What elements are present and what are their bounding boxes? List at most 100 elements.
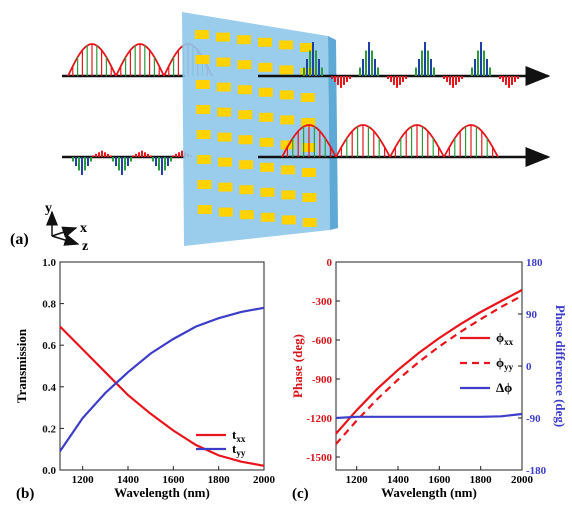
y-tick-label: -600 <box>312 335 333 347</box>
panel-a-schematic: y x z (a) <box>10 12 551 254</box>
nanoblock <box>259 137 274 147</box>
x-ticks: 1200 1400 1600 1800 2000 <box>72 466 276 486</box>
nanoblock <box>197 155 211 164</box>
nanoblock <box>238 135 253 145</box>
nanoblock <box>259 112 274 122</box>
nanoblock <box>238 110 253 120</box>
legend-label: Δϕ <box>496 380 512 395</box>
y2-tick-label: -90 <box>526 413 541 425</box>
nanoblock <box>279 40 293 50</box>
legend: ϕxx ϕyy Δϕ <box>460 330 514 395</box>
x-tick-label: 1800 <box>470 474 493 486</box>
nanoblock <box>197 180 212 189</box>
nanoblock <box>281 165 295 175</box>
y-axis-label-right: Phase difference (deg) <box>553 305 568 428</box>
nanoblock <box>239 185 254 195</box>
series-line <box>335 412 523 420</box>
plot-frame <box>59 261 265 471</box>
x-axis-label: Wavelength (nm) <box>114 485 210 500</box>
panel-label-a: (a) <box>10 231 29 248</box>
nanoblock <box>279 90 294 100</box>
x-tick-label: 2000 <box>511 474 534 486</box>
panel-label-b: (b) <box>16 486 34 502</box>
nanoblock <box>195 80 210 89</box>
nanoblock <box>260 212 275 222</box>
nanoblock <box>260 162 274 172</box>
y-tick-label: 0.4 <box>42 382 56 394</box>
nanoblock <box>216 57 231 67</box>
x-axis-label: Wavelength (nm) <box>381 485 477 500</box>
x-tick-label: 1400 <box>387 474 410 486</box>
coordinate-axes: y x z <box>45 201 88 254</box>
x-tick-label: 1600 <box>162 474 185 486</box>
y-axis-label-left: Phase (deg) <box>290 334 305 398</box>
y-tick-label: 1.0 <box>42 257 56 269</box>
y2-tick-label: 180 <box>526 257 543 269</box>
nanoblock <box>217 132 232 142</box>
series-line <box>59 325 265 467</box>
series <box>59 306 265 467</box>
nanoblock <box>237 35 251 45</box>
nanoblock <box>195 30 209 39</box>
y-tick-label: -1200 <box>306 413 332 425</box>
nanoblock <box>216 32 230 42</box>
nanoblock <box>218 182 233 192</box>
x-tick-label: 1800 <box>208 474 231 486</box>
x-tick-label: 1400 <box>117 474 140 486</box>
nanoblock <box>302 218 317 227</box>
y-tick-label: 0.6 <box>42 340 56 352</box>
y-tick-label: 0.2 <box>42 423 56 435</box>
nanoblock <box>195 55 210 64</box>
nanoblock <box>281 190 296 200</box>
panel-label-c: (c) <box>292 486 309 502</box>
nanoblock <box>258 37 272 47</box>
x-tick-label: 1600 <box>428 474 451 486</box>
y-tick-label: -1500 <box>306 452 332 464</box>
nanoblock <box>279 65 294 75</box>
nanoblock <box>197 205 212 214</box>
nanoblock <box>258 62 273 72</box>
nanoblock <box>302 193 317 202</box>
nanoblock <box>239 160 253 170</box>
axis-y-label: y <box>45 201 52 216</box>
nanoblock <box>300 43 314 52</box>
nanoblock <box>237 85 252 95</box>
axis-x-label: x <box>80 221 87 236</box>
nanoblock <box>302 168 316 177</box>
transmitted-wave-bottom <box>281 124 499 158</box>
nanoblock <box>218 157 232 167</box>
nanoblock <box>237 60 252 70</box>
y-ticks-right: 180 90 0 -90 -180 <box>518 257 547 477</box>
nanoblock <box>301 118 316 127</box>
series-line <box>335 289 523 435</box>
axis-z-label: z <box>82 239 88 254</box>
metasurface-slab-edge <box>328 36 338 230</box>
series-line <box>59 306 265 452</box>
nanoblock <box>216 82 231 92</box>
y-axis-label: Transmission <box>14 328 29 403</box>
nanoblock <box>260 187 275 197</box>
y-ticks: 0.0 0.2 0.4 0.6 0.8 1.0 <box>42 257 64 477</box>
transmitted-wave-top <box>303 42 519 88</box>
y2-tick-label: 0 <box>526 361 532 373</box>
nanoblock <box>217 107 232 117</box>
y-tick-label: -900 <box>312 374 333 386</box>
chart-phase: 1200 1400 1600 1800 2000 0-300-600-900-1200-… <box>290 257 568 502</box>
nanoblock <box>239 210 254 220</box>
incident-wave-bottom <box>72 150 192 175</box>
x-tick-label: 1200 <box>72 474 95 486</box>
nanoblock <box>218 207 233 217</box>
series <box>335 289 523 445</box>
nanoblock <box>280 140 295 150</box>
legend-label: ϕxx <box>496 330 514 347</box>
plot-frame <box>335 261 523 471</box>
x-tick-label: 1200 <box>346 474 369 486</box>
legend-label: ϕyy <box>496 355 514 372</box>
nanoblock <box>281 215 296 225</box>
nanoblock <box>300 93 315 102</box>
series-line <box>335 294 523 445</box>
nanoblock <box>258 87 273 97</box>
nanoblock-array <box>195 30 317 227</box>
